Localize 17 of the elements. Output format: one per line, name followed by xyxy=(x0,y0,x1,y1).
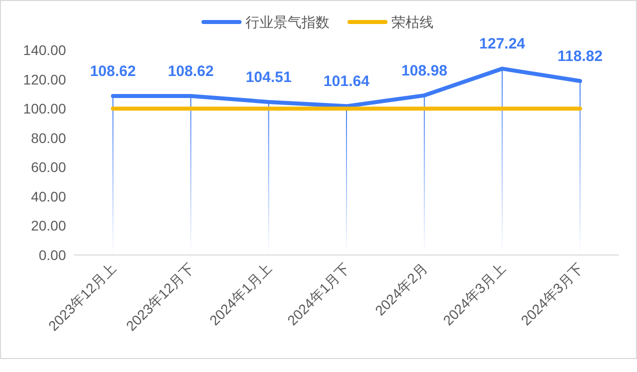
y-tick-label: 0.00 xyxy=(38,247,66,263)
data-label: 108.62 xyxy=(90,62,136,80)
y-tick-label: 120.00 xyxy=(23,71,66,88)
legend-label: 行业景气指数 xyxy=(246,14,330,30)
data-label: 101.64 xyxy=(324,73,370,90)
y-tick-label: 100.00 xyxy=(23,100,66,117)
data-label: 108.98 xyxy=(401,62,448,80)
y-tick-label: 40.00 xyxy=(30,188,66,204)
y-tick-label: 60.00 xyxy=(30,159,66,176)
y-tick-label: 80.00 xyxy=(30,130,66,146)
y-tick-label: 140.00 xyxy=(23,42,66,58)
data-label: 118.82 xyxy=(558,48,603,66)
data-label: 127.24 xyxy=(479,36,526,53)
data-label: 108.62 xyxy=(168,62,214,80)
legend-label: 荣枯线 xyxy=(392,14,434,30)
data-label: 104.51 xyxy=(246,68,292,86)
y-tick-label: 20.00 xyxy=(30,218,66,234)
